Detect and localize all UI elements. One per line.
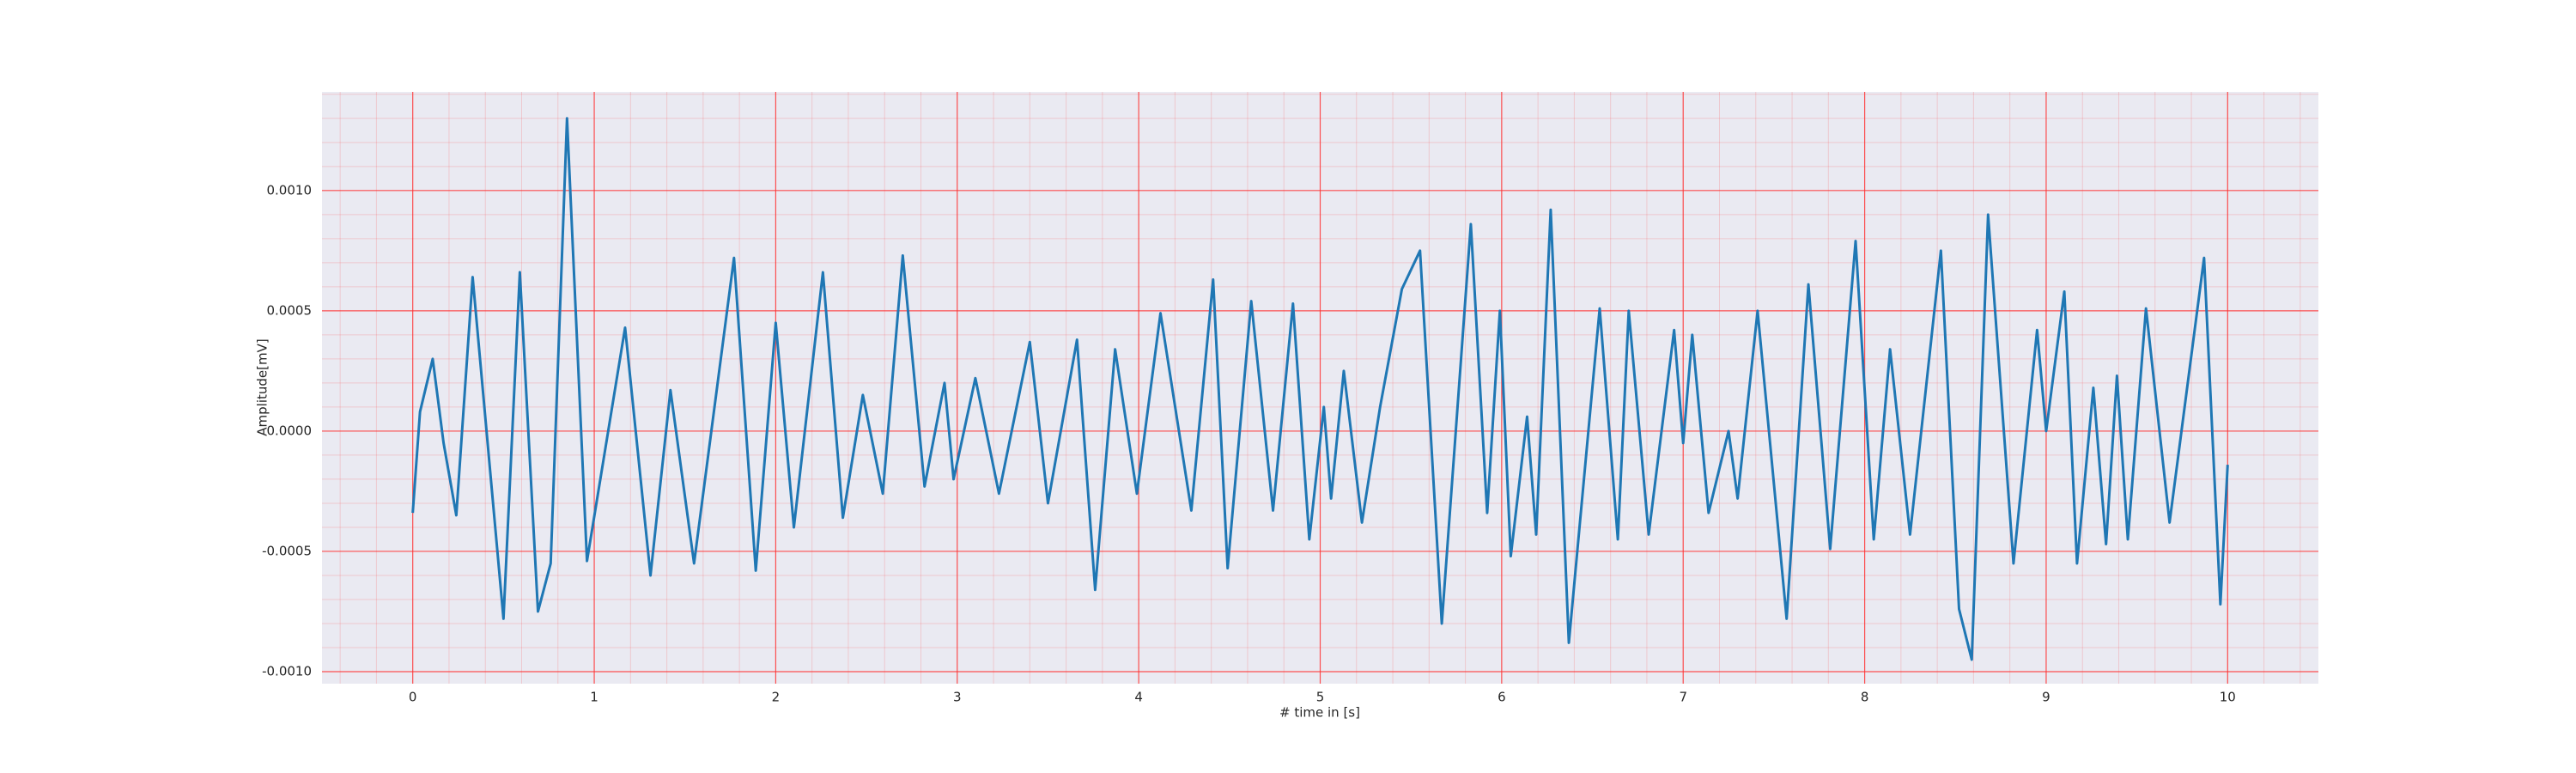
x-tick-label: 4 xyxy=(1134,690,1143,705)
x-tick-label: 7 xyxy=(1679,690,1687,705)
y-tick-label: 0.0010 xyxy=(267,182,313,198)
y-tick-label: 0.0000 xyxy=(267,423,313,438)
x-tick-label: 10 xyxy=(2220,690,2236,705)
x-tick-label: 9 xyxy=(2042,690,2050,705)
y-axis-label: Amplitude[mV] xyxy=(255,338,270,435)
y-tick-label: -0.0010 xyxy=(262,663,312,679)
data-line xyxy=(411,117,2229,661)
x-tick-label: 3 xyxy=(953,690,962,705)
y-tick-label: -0.0005 xyxy=(262,543,312,558)
y-tick-label: 0.0005 xyxy=(267,302,313,318)
x-tick-label: 0 xyxy=(409,690,417,705)
x-axis-label: # time in [s] xyxy=(1279,705,1360,721)
x-tick-label: 5 xyxy=(1316,690,1325,705)
x-tick-label: 6 xyxy=(1498,690,1506,705)
x-tick-label: 2 xyxy=(772,690,781,705)
x-tick-label: 1 xyxy=(590,690,598,705)
x-tick-label: 8 xyxy=(1861,690,1869,705)
